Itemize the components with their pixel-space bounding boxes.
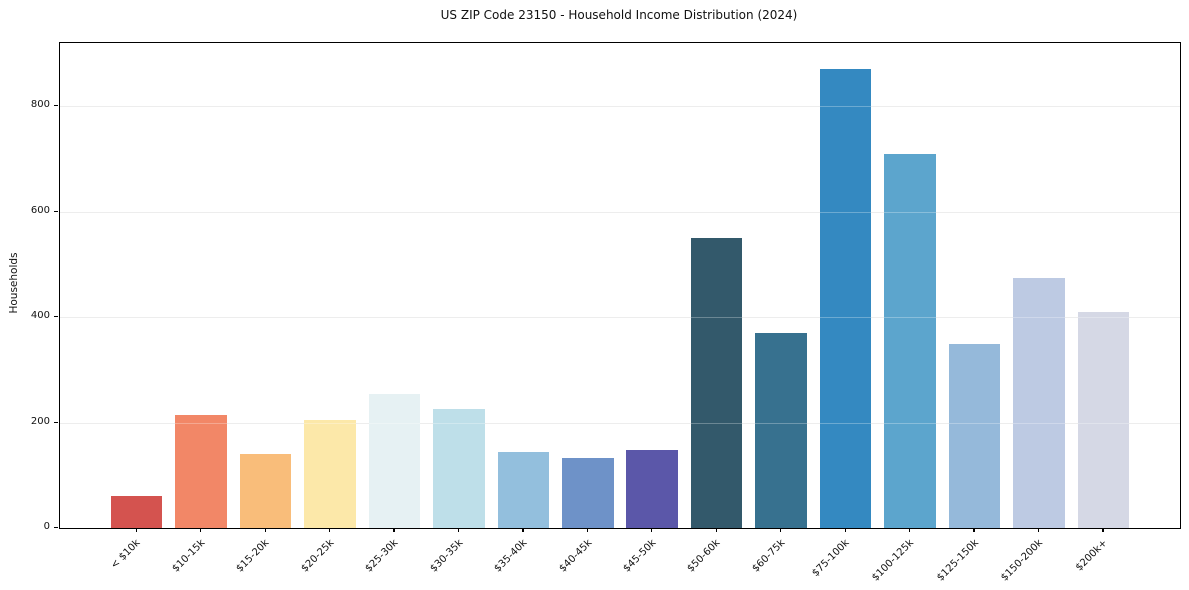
x-tick-mark [1037, 528, 1040, 532]
bar [690, 238, 743, 528]
x-tick-mark [329, 528, 331, 532]
bar [948, 343, 1001, 528]
x-tick-mark [908, 528, 911, 532]
x-tick-label: $15-20k [234, 537, 272, 575]
x-tick-label: $150-200k [999, 537, 1045, 584]
bar [433, 409, 485, 528]
bar [562, 457, 614, 528]
gridline [60, 106, 1180, 108]
y-tick-mark [54, 316, 58, 318]
x-tick-mark [457, 528, 460, 532]
x-tick-label: $125-150k [934, 537, 981, 584]
bar [755, 332, 807, 528]
x-tick-mark [135, 528, 137, 532]
bar [175, 414, 227, 528]
gridline-overlay [60, 422, 1180, 424]
y-tick-label: 400 [30, 310, 50, 322]
bar [1013, 277, 1065, 528]
y-tick-mark [54, 527, 58, 529]
bar [110, 496, 163, 528]
x-tick-mark [522, 528, 524, 532]
x-tick-mark [264, 528, 266, 532]
x-tick-label: $100-125k [870, 537, 917, 584]
chart-title: US ZIP Code 23150 - Household Income Dis… [440, 8, 798, 22]
bar [884, 153, 936, 528]
x-tick-label: $50-60k [685, 537, 723, 575]
gridline-overlay [60, 106, 1180, 108]
gridline [60, 211, 1180, 213]
y-tick-mark [54, 421, 58, 423]
x-tick-mark [1102, 528, 1104, 532]
x-tick-mark [651, 528, 653, 532]
bar [304, 419, 356, 528]
y-tick-label: 800 [30, 99, 50, 111]
bar [239, 454, 292, 528]
x-tick-mark [973, 528, 975, 532]
bar [368, 393, 421, 528]
x-tick-label: $200k+ [1073, 537, 1110, 574]
bar [497, 451, 550, 528]
y-tick-label: 200 [30, 415, 50, 427]
y-tick-mark [54, 105, 58, 107]
gridline [60, 422, 1180, 424]
gridline [60, 317, 1180, 319]
x-tick-label: $35-40k [492, 537, 530, 575]
gridline-overlay [60, 211, 1180, 213]
bar [1077, 311, 1130, 528]
x-tick-label: $75-100k [810, 537, 852, 579]
x-tick-label: $25-30k [363, 537, 401, 575]
x-tick-label: $45-50k [621, 537, 659, 575]
plot-area [59, 42, 1181, 529]
y-tick-mark [54, 210, 58, 212]
x-tick-label: $10-15k [170, 537, 208, 575]
y-tick-label: 600 [30, 204, 50, 216]
x-tick-mark [780, 528, 782, 532]
x-tick-label: $20-25k [299, 537, 337, 575]
bar [819, 69, 872, 528]
x-tick-mark [844, 528, 846, 532]
gridline-overlay [60, 317, 1180, 319]
x-tick-mark [586, 528, 588, 532]
x-tick-label: $30-35k [428, 537, 465, 575]
x-tick-mark [715, 528, 717, 532]
y-tick-label: 0 [43, 521, 50, 532]
bar [626, 449, 678, 528]
x-tick-mark [393, 528, 395, 532]
x-tick-mark [200, 528, 202, 532]
x-tick-label: $60-75k [750, 537, 788, 575]
x-tick-label: $40-45k [556, 537, 594, 575]
x-tick-label: < $10k [109, 537, 143, 572]
